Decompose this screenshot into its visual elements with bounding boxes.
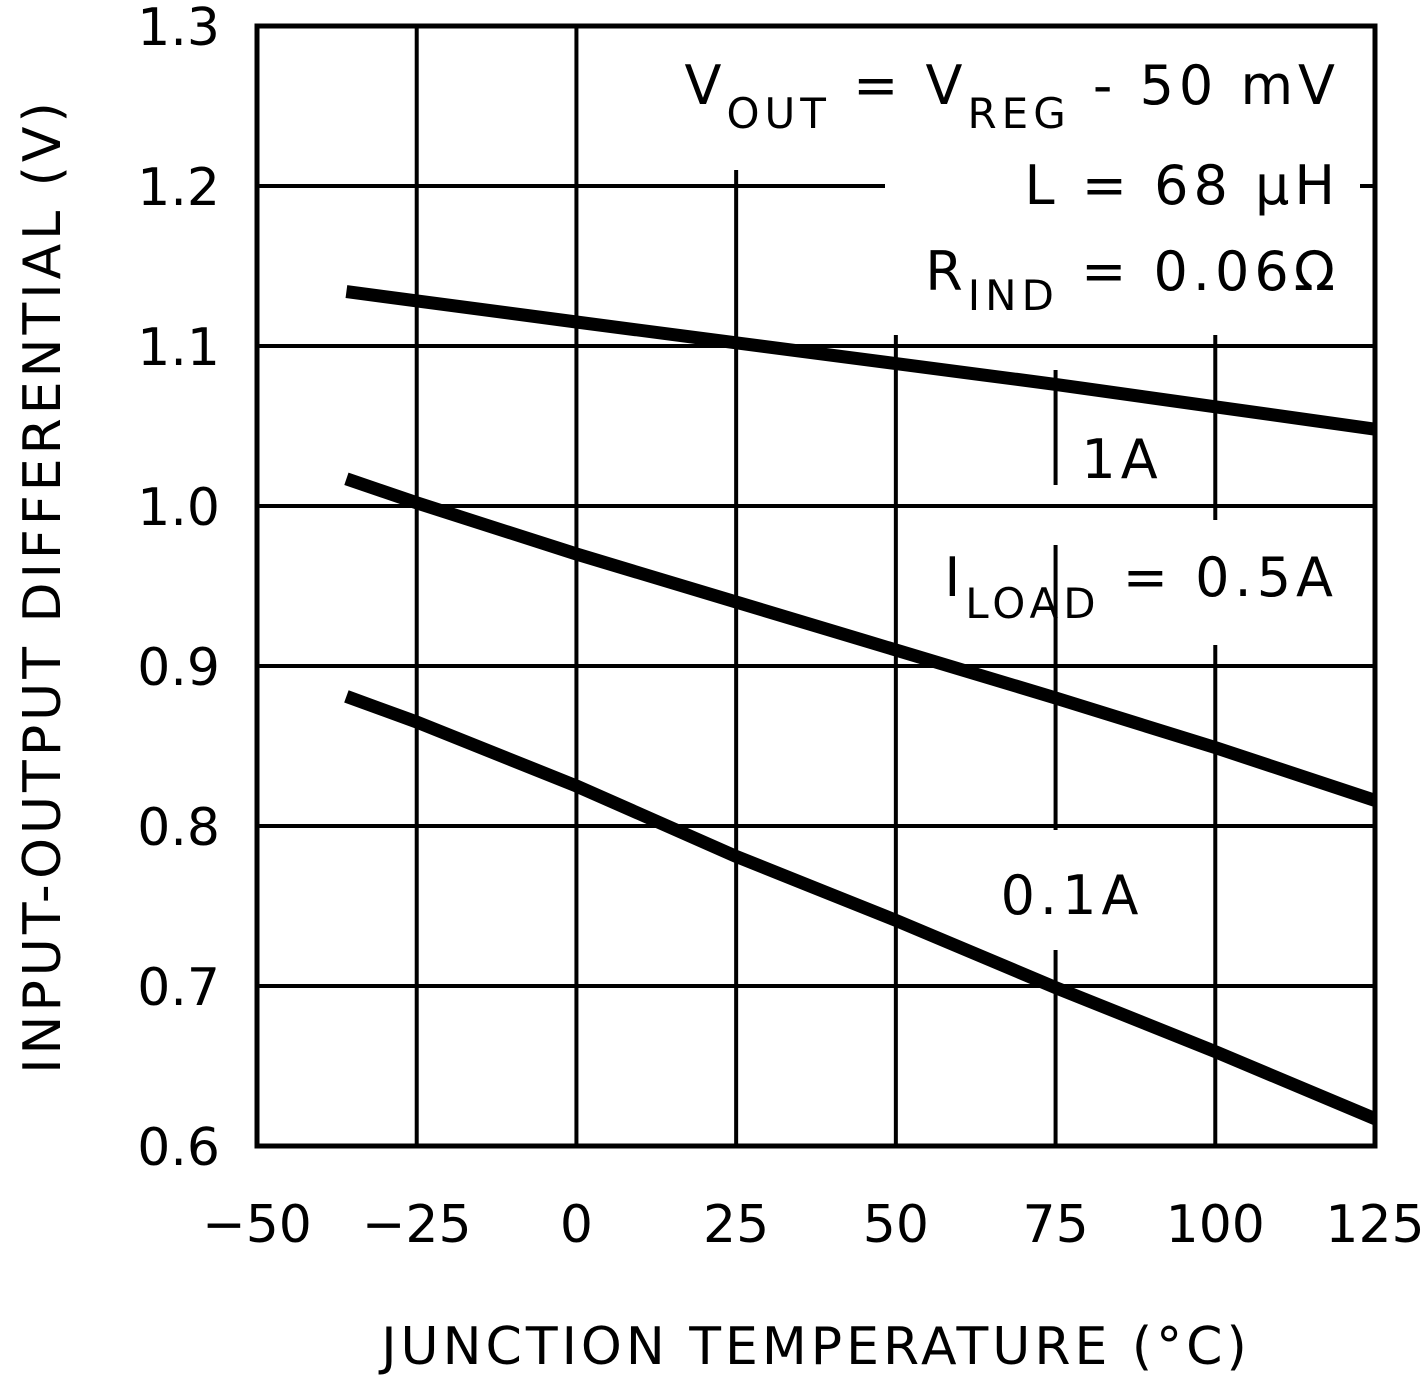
- x-tick-label--50: −50: [202, 1195, 312, 1255]
- y-tick-label-0.7: 0.7: [137, 958, 220, 1018]
- rind-main: R: [925, 240, 968, 303]
- y-tick-label-1.2: 1.2: [137, 158, 220, 218]
- x-tick-label-100: 100: [1166, 1195, 1265, 1255]
- series-label-1a: 1A: [1081, 428, 1162, 491]
- x-axis-label: JUNCTION TEMPERATURE (°C): [378, 1317, 1251, 1376]
- annotation-inductor: L = 68 μH: [1024, 154, 1340, 217]
- x-tick-label--25: −25: [362, 1195, 472, 1255]
- series-group: [344, 285, 1378, 1125]
- x-tick-labels: −50 −25 0 25 50 75 100 125: [202, 1195, 1421, 1255]
- y-tick-label-0.9: 0.9: [137, 638, 220, 698]
- iload-sub: LOAD: [965, 579, 1100, 628]
- y-tick-label-1.3: 1.3: [137, 0, 220, 58]
- vout-tail: - 50 mV: [1071, 54, 1340, 117]
- series-label-0.1a: 0.1A: [1001, 864, 1144, 927]
- rind-sub: IND: [968, 271, 1059, 320]
- rind-rest: = 0.06Ω: [1059, 240, 1340, 303]
- x-tick-label-0: 0: [560, 1195, 593, 1255]
- annotation-rind: RIND = 0.06Ω: [925, 240, 1340, 320]
- iload-main: I: [944, 546, 965, 609]
- plot-frame: [254, 23, 1378, 1149]
- y-tick-label-0.8: 0.8: [137, 798, 220, 858]
- iload-rest: = 0.5A: [1101, 546, 1338, 609]
- series-line-2: [344, 472, 1378, 807]
- y-tick-label-1: 1.0: [137, 478, 220, 538]
- x-tick-label-25: 25: [703, 1195, 769, 1255]
- vout-main: V: [685, 54, 727, 117]
- x-tick-label-75: 75: [1022, 1195, 1088, 1255]
- series-line-1: [345, 285, 1376, 436]
- annotation-iload: ILOAD = 0.5A: [944, 546, 1338, 628]
- y-tick-label-1.1: 1.1: [137, 318, 220, 378]
- vout-sub: OUT: [726, 89, 830, 138]
- y-tick-labels: 0.6 0.7 0.8 0.9 1.0 1.1 1.2 1.3: [137, 0, 220, 1178]
- vreg-sub: REG: [967, 89, 1070, 138]
- grid-lines: [257, 26, 1375, 1146]
- x-tick-label-125: 125: [1325, 1195, 1421, 1255]
- y-tick-label-0.6: 0.6: [137, 1118, 220, 1178]
- y-axis-label: INPUT-OUTPUT DIFFERENTIAL (V): [13, 98, 73, 1074]
- series-line-3: [344, 690, 1378, 1125]
- x-tick-label-50: 50: [863, 1195, 929, 1255]
- vout-rest: = V: [831, 54, 968, 117]
- annotation-vout: VOUT = VREG - 50 mV: [685, 54, 1340, 138]
